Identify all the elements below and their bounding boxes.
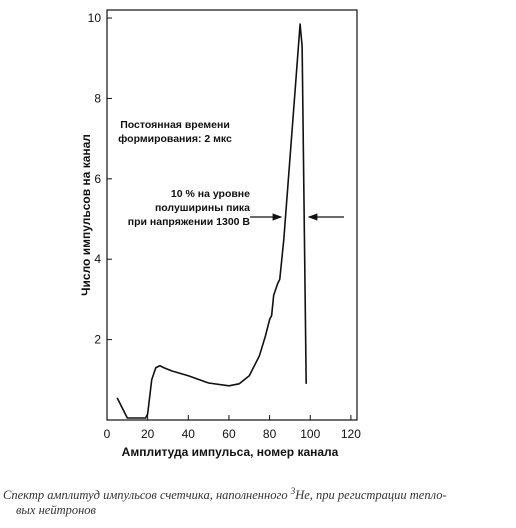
caption: Спектр амплитуд импульсов счетчика, напо…	[3, 486, 447, 502]
x-tick-label: 100	[300, 427, 320, 441]
y-tick-label: 4	[94, 252, 101, 266]
x-tick-label: 0	[104, 427, 111, 441]
caption-sup: 3	[290, 486, 296, 496]
plot-frame	[106, 9, 358, 421]
y-tick-label: 10	[88, 11, 102, 25]
annotation: формирования: 2 мкс	[118, 133, 232, 145]
x-axis-label: Амплитуда импульса, номер канала	[122, 445, 339, 459]
caption-text: He, при регистрации тепло-	[294, 488, 446, 502]
x-tick-label: 60	[222, 427, 236, 441]
x-tick-label: 20	[141, 427, 155, 441]
annotation: полуширины пика	[155, 202, 250, 214]
annotation: Постоянная времени	[120, 119, 230, 131]
annotation: 10 % на уровне	[171, 188, 250, 200]
x-tick-label: 40	[182, 427, 196, 441]
y-axis-label: Число импульсов на канал	[79, 134, 93, 296]
annotation: при напряжении 1300 В	[128, 216, 251, 228]
x-tick-label: 80	[263, 427, 277, 441]
caption-line: вых нейтронов	[16, 503, 97, 517]
x-tick-label: 120	[341, 427, 361, 441]
data-line	[116, 23, 307, 419]
y-tick-label: 8	[94, 91, 101, 105]
y-tick-label: 6	[94, 172, 101, 186]
caption-text: Спектр амплитуд импульсов счетчика, напо…	[3, 488, 291, 502]
y-tick-label: 2	[94, 333, 101, 347]
